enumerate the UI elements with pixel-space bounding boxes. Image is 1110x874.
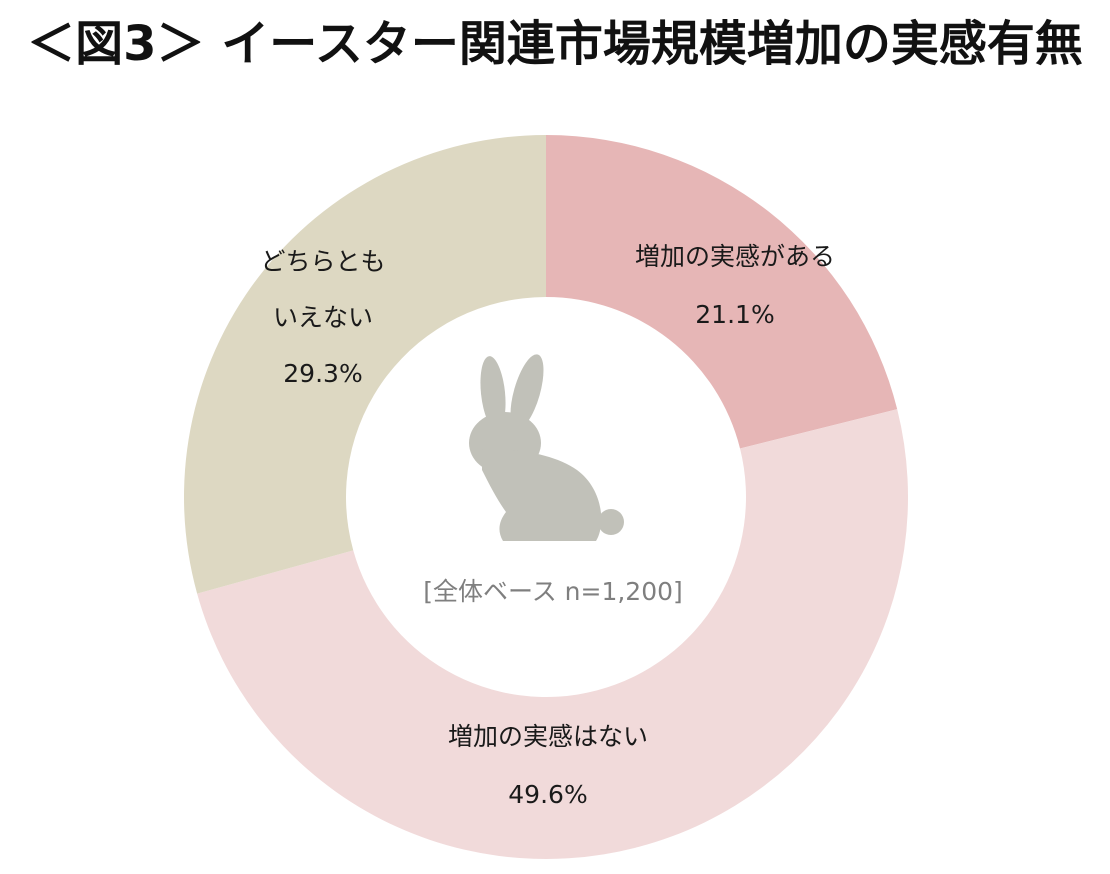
donut-slice-0 [546, 135, 897, 448]
slice-value-label-0: 21.1% [695, 300, 774, 329]
slice-category-label-1-0: 増加の実感はない [448, 722, 648, 751]
rabbit-icon [469, 351, 624, 541]
sample-base-label: [全体ベース n=1,200] [423, 577, 683, 606]
slice-category-label-0-0: 増加の実感がある [635, 242, 835, 271]
donut-center: [全体ベース n=1,200] [423, 351, 683, 606]
slice-category-label-2-0: どちらとも [260, 247, 385, 276]
slice-value-label-2: 29.3% [283, 359, 362, 388]
slice-category-label-2-1: いえない [273, 303, 373, 332]
slice-value-label-1: 49.6% [508, 780, 587, 809]
